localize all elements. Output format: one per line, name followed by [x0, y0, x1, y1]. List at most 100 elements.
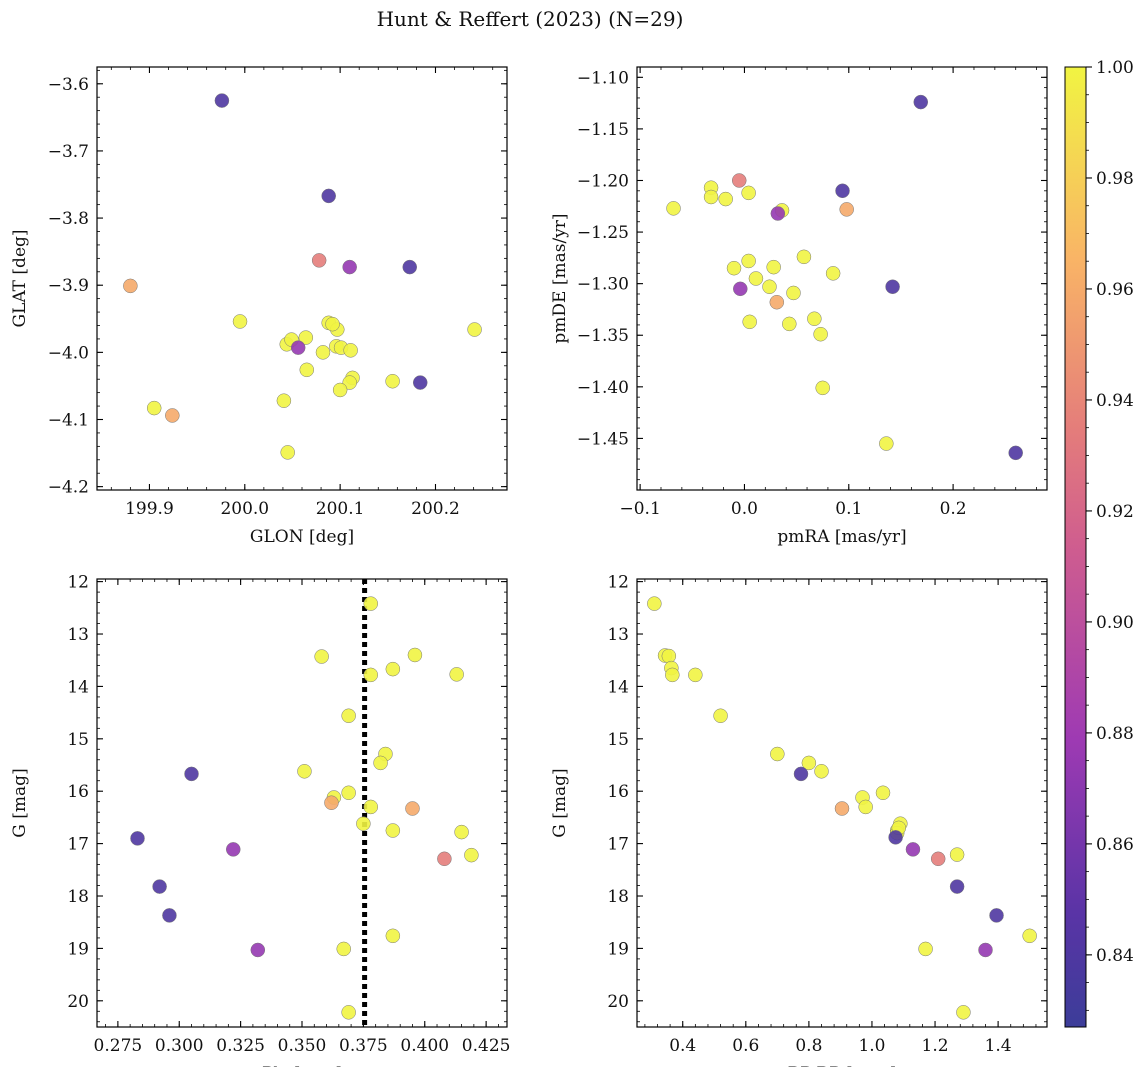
- scatter-point: [703, 189, 719, 205]
- scatter-point: [688, 667, 703, 683]
- scatter-point: [298, 330, 314, 345]
- axes-frame: [96, 578, 508, 1028]
- x-tick-label: 200.2: [411, 499, 460, 519]
- scatter-point: [449, 667, 464, 682]
- scatter-point: [989, 908, 1004, 923]
- y-tick-label: 15: [67, 730, 89, 750]
- x-tick-label: 1.4: [985, 1036, 1012, 1056]
- y-tick-label: −1.35: [577, 326, 629, 346]
- x-tick-label: 0.6: [732, 1036, 759, 1056]
- scatter-point: [385, 661, 401, 677]
- x-tick-label: 1.2: [922, 1036, 949, 1056]
- y-tick-label: 20: [67, 992, 89, 1012]
- panel-glon-glat: 199.9 200.0 200.1 200.2 −4.2 −4.1 −4.0 −3.9 −3.8…: [10, 66, 508, 547]
- x-tick-label: 1.0: [858, 1036, 885, 1056]
- x-tick-label: 0.1: [835, 499, 862, 519]
- x-tick-label: 0.4: [669, 1036, 696, 1056]
- y-tick-label: 18: [67, 887, 89, 907]
- y-tick-label: 16: [67, 782, 89, 802]
- axes-frame: [96, 66, 508, 491]
- panel-pmra-pmde: −0.1 0.0 0.1 0.2 −1.45 −1.40 −1.35 −1.30 −1.25 −1…: [550, 66, 1048, 547]
- scatter-point: [770, 206, 786, 221]
- scatter-point: [315, 345, 331, 360]
- x-tick-label: 0.425: [462, 1036, 511, 1056]
- y-tick-label: 17: [607, 835, 629, 855]
- scatter-point: [807, 311, 822, 326]
- scatter-point: [741, 253, 756, 269]
- scatter-point: [949, 879, 965, 894]
- colorbar-tick-label: 0.92: [1096, 502, 1134, 522]
- panel-plx-g: 0.275 0.300 0.325 0.350 0.375 0.400 0.425 12 13 1…: [10, 573, 510, 1067]
- scatter-point: [815, 380, 830, 396]
- scatter-point: [314, 649, 329, 664]
- scatter-point: [343, 343, 358, 358]
- y-tick-label: 19: [607, 939, 629, 959]
- x-tick-label: 200.1: [316, 499, 365, 519]
- scatter-point: [311, 253, 327, 268]
- scatter-point: [341, 1005, 356, 1020]
- scatter-point: [276, 393, 292, 408]
- scatter-point: [813, 326, 828, 342]
- scatter-point: [666, 201, 681, 216]
- scatter-point: [356, 816, 371, 831]
- panel-bprp-g: 0.4 0.6 0.8 1.0 1.2 1.4 12 13 14 15 16 17 18 19 20 BP-R…: [550, 573, 1048, 1067]
- scatter-point: [341, 708, 356, 724]
- scatter-point: [464, 847, 479, 863]
- scatter-point: [363, 799, 378, 815]
- scatter-point: [835, 183, 850, 199]
- scatter-point: [665, 667, 680, 683]
- colorbar-ticks: 0.84 0.86 0.88 0.90 0.92 0.94 0.96 0.98 1.00: [1086, 58, 1134, 1011]
- y-tick-label: 18: [607, 887, 629, 907]
- scatter-point: [280, 445, 295, 460]
- x-tick-label: 0.375: [339, 1036, 388, 1056]
- x-axis-label: BP-RP [mag]: [788, 1064, 897, 1067]
- scatter-point: [363, 596, 378, 611]
- scatter-point: [162, 908, 177, 923]
- y-tick-label: −1.45: [577, 429, 629, 449]
- scatter-point: [402, 259, 417, 275]
- y-tick-label: −1.10: [577, 68, 629, 88]
- scatter-point: [814, 764, 829, 779]
- scatter-point: [956, 1005, 971, 1020]
- scatter-point: [299, 362, 315, 378]
- y-tick-label: −1.40: [577, 378, 629, 398]
- y-axis-label: G [mag]: [10, 768, 30, 837]
- scatter-point: [341, 785, 356, 801]
- colorbar-tick-label: 0.90: [1096, 613, 1134, 633]
- colorbar-tick-label: 0.88: [1096, 724, 1134, 744]
- y-tick-label: 20: [607, 992, 629, 1012]
- y-tick-label: −3.6: [48, 75, 89, 95]
- scatter-point: [885, 279, 900, 295]
- x-tick-label: 0.325: [216, 1036, 265, 1056]
- scatter-point: [1008, 445, 1023, 461]
- scatter-point: [214, 93, 230, 108]
- y-tick-label: −4.2: [48, 478, 89, 498]
- x-tick-label: 0.300: [155, 1036, 204, 1056]
- scatter-point: [373, 755, 388, 771]
- y-axis-label: G [mag]: [550, 768, 570, 837]
- scatter-point: [152, 879, 167, 894]
- colorbar-tick-label: 0.86: [1096, 835, 1134, 855]
- y-axis-label: GLAT [deg]: [10, 229, 30, 327]
- scatter-point: [858, 799, 873, 815]
- y-tick-label: 13: [607, 625, 629, 645]
- scatter-point: [325, 316, 340, 332]
- scatter-point: [297, 764, 312, 779]
- y-tick-label: −3.9: [48, 276, 89, 296]
- scatter-point: [146, 400, 162, 416]
- y-tick-label: 14: [607, 677, 629, 697]
- scatter-point: [1022, 928, 1037, 944]
- colorbar-gradient: [1064, 66, 1087, 1028]
- figure-title: Hunt & Reffert (2023) (N=29): [377, 7, 684, 31]
- scatter-point: [769, 294, 785, 310]
- scatter-point: [412, 375, 428, 390]
- scatter-point: [437, 851, 452, 867]
- x-tick-label: 0.350: [278, 1036, 327, 1056]
- scatter-point: [839, 202, 854, 217]
- y-tick-label: −3.8: [48, 209, 89, 229]
- y-tick-label: −3.7: [48, 142, 89, 162]
- scatter-point: [726, 260, 742, 276]
- scatter-point: [733, 281, 748, 297]
- scatter-point: [905, 842, 921, 857]
- scatter-point: [385, 928, 401, 944]
